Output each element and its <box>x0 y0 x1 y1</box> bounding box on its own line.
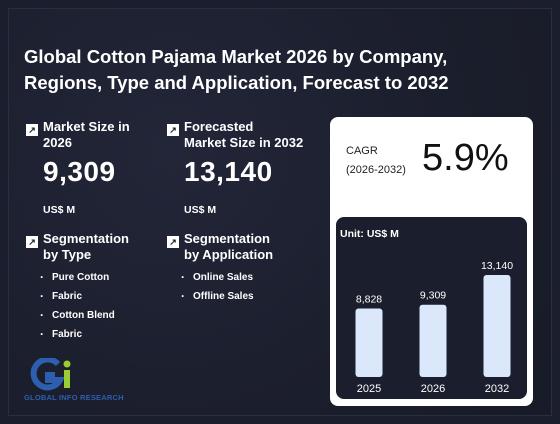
seg-app-list: Online Sales Offline Sales <box>181 268 254 306</box>
x-tick-label: 2032 <box>485 383 509 395</box>
logo-text: GLOBAL INFO RESEARCH <box>24 393 124 402</box>
list-item: Pure Cotton <box>40 268 115 287</box>
bar-value-label: 9,309 <box>420 290 446 302</box>
bar-2032 <box>483 275 511 377</box>
forecast-label-line-2: Market Size in 2032 <box>184 135 304 150</box>
seg-type-list: Pure Cotton Fabric Cotton Blend Fabric <box>40 268 115 344</box>
seg-type-label-line-1: Segmentation <box>43 231 129 246</box>
seg-app-label: Segmentation by Application <box>184 231 273 263</box>
market-size-label-line-1: Market Size in <box>43 119 130 134</box>
cagr-label: CAGR (2026-2032) <box>346 142 406 180</box>
market-size-label: Market Size in 2026 <box>43 119 130 151</box>
bar-value-label: 8,828 <box>356 293 382 305</box>
list-item: Offline Sales <box>181 287 254 306</box>
forecast-label-line-1: Forecasted <box>184 119 254 134</box>
arrow-up-right-icon: ↗ <box>26 236 38 248</box>
list-item: Fabric <box>40 325 115 344</box>
bar-chart-panel: Unit: US$ M 8,828 2025 9,309 2026 13,140 2032 <box>336 217 527 399</box>
logo-mark-icon <box>30 356 71 391</box>
list-item: Cotton Blend <box>40 306 115 325</box>
forecast-label: Forecasted Market Size in 2032 <box>184 119 303 151</box>
arrow-up-right-icon: ↗ <box>167 236 179 248</box>
arrow-up-right-icon: ↗ <box>167 124 179 136</box>
seg-app-label-line-2: by Application <box>184 247 274 262</box>
seg-type-label-line-2: by Type <box>43 247 92 262</box>
cagr-value: 5.9% <box>422 137 509 179</box>
title-line-1: Global Cotton Pajama Market 2026 by Comp… <box>24 46 448 67</box>
market-size-value: 9,309 <box>43 156 116 187</box>
bar-2025 <box>355 308 383 377</box>
title-line-2: Regions, Type and Application, Forecast … <box>24 72 449 93</box>
cagr-label-line-2: (2026-2032) <box>346 164 406 176</box>
bar-2026 <box>419 304 447 377</box>
company-logo: GLOBAL INFO RESEARCH <box>24 356 144 404</box>
arrow-up-right-icon: ↗ <box>26 124 38 136</box>
list-item: Fabric <box>40 287 115 306</box>
seg-type-label: Segmentation by Type <box>43 231 129 263</box>
bar-value-label: 13,140 <box>481 260 513 272</box>
x-tick-label: 2025 <box>357 383 381 395</box>
x-tick-label: 2026 <box>421 383 445 395</box>
list-item: Online Sales <box>181 268 254 287</box>
page-title: Global Cotton Pajama Market 2026 by Comp… <box>24 44 494 96</box>
market-size-label-line-2: 2026 <box>43 135 72 150</box>
seg-app-label-line-1: Segmentation <box>184 231 270 246</box>
chart-unit-label: Unit: US$ M <box>340 228 399 240</box>
forecast-unit: US$ M <box>184 204 217 216</box>
market-size-unit: US$ M <box>43 204 76 216</box>
cagr-label-line-1: CAGR <box>346 145 378 157</box>
bar-chart: 8,828 2025 9,309 2026 13,140 2032 <box>355 260 513 395</box>
forecast-value: 13,140 <box>184 156 273 187</box>
cagr-card: CAGR (2026-2032) 5.9% Unit: US$ M 8,828 2… <box>330 117 533 406</box>
